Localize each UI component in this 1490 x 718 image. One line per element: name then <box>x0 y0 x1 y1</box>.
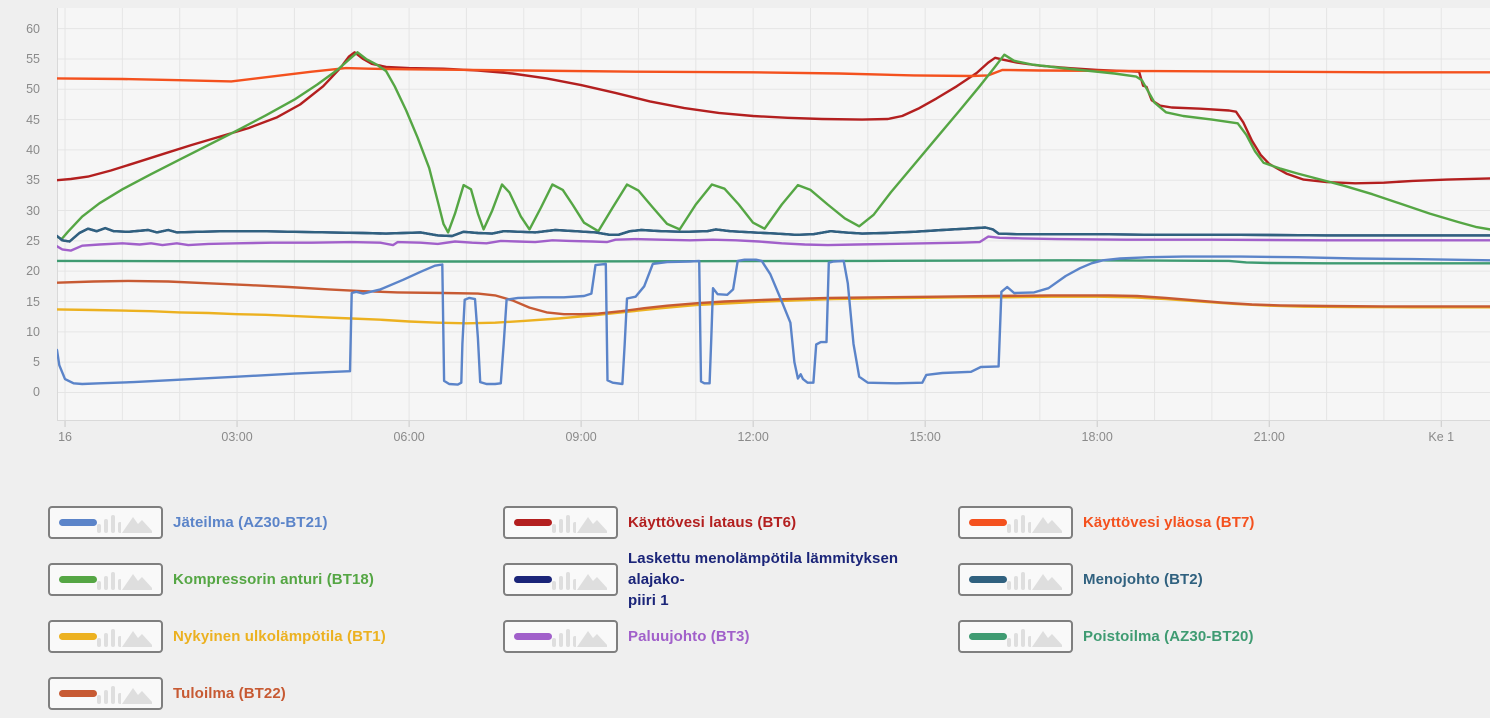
plot-area[interactable] <box>57 8 1490 428</box>
legend-label-kompressorin_anturi[interactable]: Kompressorin anturi (BT18) <box>173 571 374 588</box>
y-axis-label: 15 <box>26 294 40 309</box>
x-axis-label: 03:00 <box>221 430 253 444</box>
line-style-swatch <box>514 576 552 583</box>
bar-chart-icon <box>1007 628 1031 647</box>
bar-chart-icon <box>552 571 576 590</box>
legend-item-paluujohto: Paluujohto (BT3) <box>503 620 958 653</box>
area-chart-icon <box>576 630 607 647</box>
line-style-swatch <box>969 576 1007 583</box>
x-axis-label: 15:00 <box>909 430 941 444</box>
legend-label-kayttovesi_lataus[interactable]: Käyttövesi lataus (BT6) <box>628 514 797 531</box>
bar-chart-icon <box>97 685 121 704</box>
x-axis-label: 18:00 <box>1081 430 1113 444</box>
bar-chart-icon <box>97 571 121 590</box>
x-axis-label: 12:00 <box>737 430 769 444</box>
legend-item-kayttovesi_lataus: Käyttövesi lataus (BT6) <box>503 506 958 539</box>
area-chart-icon <box>121 630 152 647</box>
y-axis-label: 40 <box>26 142 40 157</box>
y-axis-label: 10 <box>26 324 40 339</box>
line-style-swatch <box>514 633 552 640</box>
y-axis-label: 5 <box>33 355 40 370</box>
legend-label-kayttovesi_ylaosa[interactable]: Käyttövesi yläosa (BT7) <box>1083 514 1255 531</box>
series-toggle-button-jateilma[interactable] <box>48 506 163 539</box>
line-style-swatch <box>514 519 552 526</box>
y-axis-label: 50 <box>26 82 40 97</box>
line-style-swatch <box>969 633 1007 640</box>
chart-legend: Jäteilma (AZ30-BT21) Käyttövesi lataus (B… <box>48 506 1480 710</box>
series-line-poistoilma <box>57 259 1490 265</box>
bar-chart-icon <box>1007 571 1031 590</box>
legend-item-menojohto: Menojohto (BT2) <box>958 563 1480 596</box>
bar-chart-icon <box>97 514 121 533</box>
legend-label-paluujohto[interactable]: Paluujohto (BT3) <box>628 628 750 645</box>
line-style-swatch <box>59 519 97 526</box>
line-style-swatch <box>59 576 97 583</box>
y-axis-label: 0 <box>33 385 40 400</box>
series-line-paluujohto <box>57 235 1490 252</box>
legend-label-laskettu_menolampotila[interactable]: Laskettu menolämpötila lämmityksen alaja… <box>628 550 899 609</box>
legend-label-nykyinen_ulkolampotila[interactable]: Nykyinen ulkolämpötila (BT1) <box>173 628 386 645</box>
series-line-menojohto <box>57 226 1490 243</box>
area-chart-icon <box>576 573 607 590</box>
bar-chart-icon <box>1007 514 1031 533</box>
x-axis-label: 16 <box>58 430 72 444</box>
x-axis-label: Ke 1 <box>1428 430 1455 444</box>
y-axis-label: 35 <box>26 173 40 188</box>
legend-label-poistoilma[interactable]: Poistoilma (AZ30-BT20) <box>1083 628 1254 645</box>
legend-label-menojohto[interactable]: Menojohto (BT2) <box>1083 571 1203 588</box>
series-toggle-button-nykyinen_ulkolampotila[interactable] <box>48 620 163 653</box>
bar-chart-icon <box>97 628 121 647</box>
legend-label-jateilma[interactable]: Jäteilma (AZ30-BT21) <box>173 514 328 531</box>
y-axis-label: 30 <box>26 203 40 218</box>
legend-label-tuloilma[interactable]: Tuloilma (BT22) <box>173 685 286 702</box>
legend-item-jateilma: Jäteilma (AZ30-BT21) <box>48 506 503 539</box>
y-axis-label: 55 <box>26 51 40 66</box>
series-toggle-button-paluujohto[interactable] <box>503 620 618 653</box>
legend-item-laskettu_menolampotila: Laskettu menolämpötila lämmityksen alaja… <box>503 548 958 611</box>
plot-canvas[interactable] <box>57 8 1490 428</box>
area-chart-icon <box>1031 573 1062 590</box>
y-axis-label: 60 <box>26 21 40 36</box>
line-style-swatch <box>59 690 97 697</box>
series-toggle-button-kompressorin_anturi[interactable] <box>48 563 163 596</box>
x-axis-label: 21:00 <box>1253 430 1285 444</box>
series-toggle-button-poistoilma[interactable] <box>958 620 1073 653</box>
area-chart-icon <box>121 573 152 590</box>
area-chart-icon <box>576 516 607 533</box>
series-toggle-button-tuloilma[interactable] <box>48 677 163 710</box>
series-toggle-button-menojohto[interactable] <box>958 563 1073 596</box>
series-toggle-button-laskettu_menolampotila[interactable] <box>503 563 618 596</box>
series-line-kayttovesi_lataus <box>57 51 1490 185</box>
legend-item-poistoilma: Poistoilma (AZ30-BT20) <box>958 620 1480 653</box>
line-style-swatch <box>969 519 1007 526</box>
series-toggle-button-kayttovesi_lataus[interactable] <box>503 506 618 539</box>
bar-chart-icon <box>552 628 576 647</box>
area-chart-icon <box>1031 630 1062 647</box>
legend-item-tuloilma: Tuloilma (BT22) <box>48 677 503 710</box>
series-line-jateilma <box>57 255 1490 386</box>
area-chart-icon <box>1031 516 1062 533</box>
series-line-kompressorin_anturi <box>57 51 1490 241</box>
legend-item-kompressorin_anturi: Kompressorin anturi (BT18) <box>48 563 503 596</box>
line-style-swatch <box>59 633 97 640</box>
x-axis-label: 06:00 <box>393 430 425 444</box>
bar-chart-icon <box>552 514 576 533</box>
legend-item-nykyinen_ulkolampotila: Nykyinen ulkolämpötila (BT1) <box>48 620 503 653</box>
series-line-tuloilma <box>57 279 1490 316</box>
y-axis-label: 45 <box>26 112 40 127</box>
y-axis-label: 20 <box>26 264 40 279</box>
y-axis-label: 25 <box>26 233 40 248</box>
area-chart-icon <box>121 687 152 704</box>
series-toggle-button-kayttovesi_ylaosa[interactable] <box>958 506 1073 539</box>
temperature-history-chart: 0 5 10 15 20 25 30 35 40 45 50 55 60 16 03:00 06:00 09:… <box>26 8 1490 444</box>
area-chart-icon <box>121 516 152 533</box>
legend-item-kayttovesi_ylaosa: Käyttövesi yläosa (BT7) <box>958 506 1480 539</box>
x-axis-label: 09:00 <box>565 430 597 444</box>
